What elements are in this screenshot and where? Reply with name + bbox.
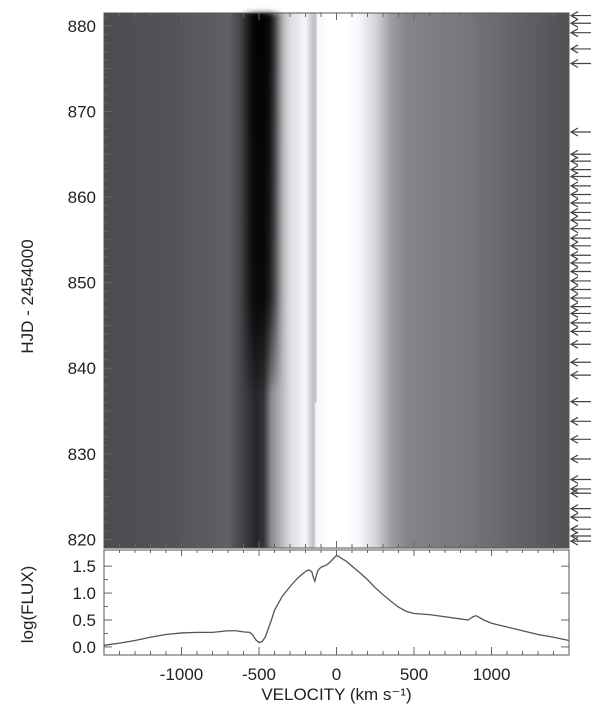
absorption-trough [248, 13, 277, 394]
velocity-tick-label: -500 [242, 665, 276, 684]
observation-arrow [569, 11, 591, 21]
observation-arrow [569, 266, 591, 277]
observation-arrow [569, 44, 591, 54]
dynamic-spectrum-panel: 820 830 840 850 860 870 880 HJD - 2454000 [18, 11, 591, 550]
observation-arrow [569, 416, 591, 426]
log-flux-tick-label: 0.0 [72, 638, 96, 657]
log-flux-axis-tick-labels: 0.0 0.5 1.0 1.5 [72, 557, 96, 657]
hjd-tick-label: 860 [68, 188, 96, 207]
observation-arrow [569, 224, 591, 234]
observation-arrow [569, 258, 591, 268]
hjd-axis-ticks [104, 16, 113, 540]
observation-arrow [569, 434, 591, 444]
observation-arrow [569, 276, 591, 286]
flux-profile-line [103, 554, 570, 646]
hjd-axis-tick-labels: 820 830 840 850 860 870 880 [68, 17, 96, 550]
hjd-axis-title: HJD - 2454000 [18, 239, 37, 353]
observation-arrow [569, 488, 591, 498]
observation-arrow [569, 171, 591, 182]
observation-arrow [569, 339, 591, 349]
observation-arrow [569, 524, 591, 534]
velocity-tick-label: 500 [400, 665, 428, 684]
observation-date-markers [569, 11, 591, 546]
observation-arrow [569, 233, 591, 243]
velocity-axis-title: VELOCITY (km s⁻¹) [261, 685, 411, 704]
hjd-tick-label: 850 [68, 274, 96, 293]
observation-arrow [569, 18, 591, 28]
observation-arrow [569, 454, 591, 464]
observation-arrow [569, 284, 591, 295]
observation-arrow [569, 215, 591, 225]
observation-arrow [569, 512, 591, 522]
velocity-tick-label: 1000 [473, 665, 511, 684]
hjd-tick-label: 880 [68, 17, 96, 36]
observation-arrow [569, 207, 591, 217]
hjd-tick-label: 870 [68, 102, 96, 121]
velocity-axis-ticks [103, 550, 570, 655]
log-flux-tick-label: 1.0 [72, 584, 96, 603]
observation-arrow [569, 293, 591, 303]
observation-arrow [569, 357, 591, 367]
observation-arrow [569, 149, 591, 159]
observation-arrow [569, 198, 591, 208]
log-flux-tick-label: 1.5 [72, 557, 96, 576]
observation-arrow [569, 302, 591, 312]
top-velocity-ticks [103, 13, 570, 548]
velocity-axis-tick-labels: -1000 -500 0 500 1000 [160, 665, 511, 684]
observation-arrow [569, 531, 591, 541]
observation-arrow [569, 241, 591, 251]
observation-arrow [569, 326, 591, 336]
observation-arrow [569, 156, 591, 166]
observation-arrow [569, 250, 591, 260]
hjd-tick-label: 830 [68, 445, 96, 464]
observation-arrow [569, 127, 591, 137]
observation-arrow [569, 165, 591, 175]
observation-arrow [569, 318, 591, 328]
mean-profile-frame [103, 549, 570, 656]
log-flux-axis-ticks [104, 565, 569, 648]
mean-profile-panel: 0.0 0.5 1.0 1.5 -1000 -500 0 500 1000 log(FLUX)… [18, 549, 570, 704]
observation-arrow [569, 308, 591, 318]
dynamic-spectrum-image [104, 13, 569, 548]
observation-arrow [569, 58, 591, 69]
observation-arrow [569, 189, 591, 199]
hjd-tick-label: 840 [68, 359, 96, 378]
log-flux-axis-title: log(FLUX) [18, 566, 37, 643]
observation-arrow [569, 370, 591, 380]
p-cygni-absorption-trough [248, 13, 317, 403]
observation-arrow [569, 484, 591, 494]
observation-arrow [569, 397, 591, 407]
hjd-tick-label: 820 [68, 530, 96, 549]
dynamic-spectrum-frame [103, 12, 570, 549]
observation-arrow [569, 181, 591, 191]
velocity-tick-label: -1000 [160, 665, 203, 684]
velocity-tick-label: 0 [332, 665, 341, 684]
observation-arrow [569, 474, 591, 485]
log-flux-tick-label: 0.5 [72, 611, 96, 630]
observation-arrow [569, 28, 591, 38]
observation-arrow [569, 504, 591, 514]
